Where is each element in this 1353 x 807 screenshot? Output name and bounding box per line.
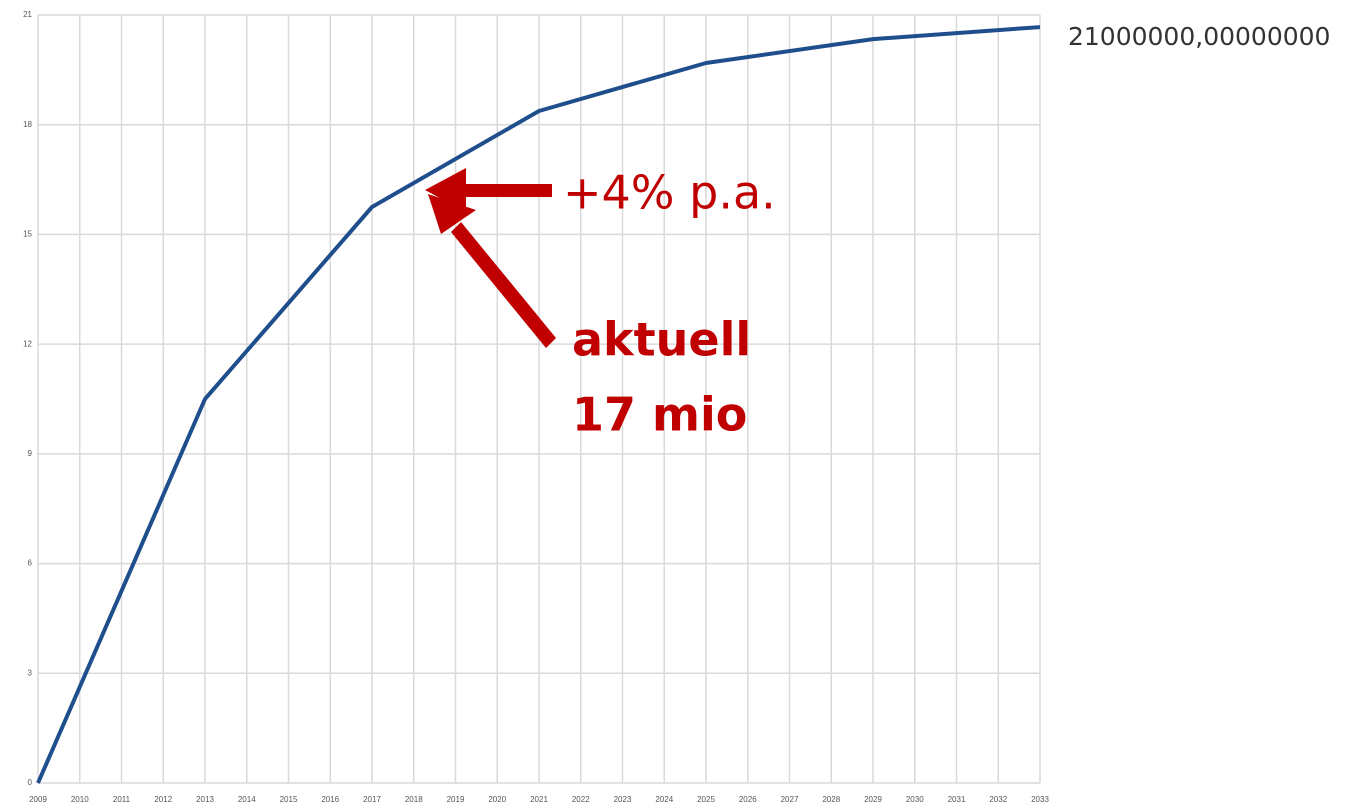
y-tick-label: 21 [23,10,32,19]
y-tick-label: 3 [28,668,33,677]
x-tick-label: 2020 [488,795,506,804]
x-tick-label: 2023 [614,795,632,804]
x-tick-label: 2011 [113,795,131,804]
x-tick-label: 2029 [864,795,882,804]
current-label: 17 mio [572,388,747,442]
arrows [425,168,556,348]
y-tick-label: 6 [28,559,33,568]
x-tick-label: 2021 [530,795,548,804]
x-tick-label: 2015 [280,795,298,804]
x-tick-label: 2031 [948,795,966,804]
x-tick-label: 2024 [655,795,673,804]
max-supply-label: 21000000,00000000 [1068,22,1330,51]
current-label: aktuell [572,313,751,367]
x-tick-label: 2013 [196,795,214,804]
x-tick-label: 2018 [405,795,423,804]
x-tick-label: 2025 [697,795,715,804]
x-tick-label: 2022 [572,795,590,804]
x-tick-label: 2030 [906,795,924,804]
arrow-head [428,194,476,234]
x-tick-label: 2026 [739,795,757,804]
x-tick-label: 2016 [321,795,339,804]
arrow-shaft [451,222,556,348]
y-tick-label: 15 [23,230,32,239]
y-tick-label: 18 [23,120,32,129]
supply-line [36,25,1041,784]
arrow-head [425,168,466,212]
x-tick-label: 2009 [29,795,47,804]
plot [36,25,1041,784]
y-tick-label: 9 [28,449,33,458]
growth-label: +4% p.a. [563,166,776,220]
x-tick-label: 2017 [363,795,381,804]
x-tick-label: 2010 [71,795,89,804]
grid: 0 3 6 9 12 15 18 21 2009 2010 2011 2012 2013 2014 2015… [23,10,1049,804]
x-tick-label: 2019 [447,795,465,804]
y-tick-label: 12 [23,339,32,348]
x-tick-label: 2014 [238,795,256,804]
arrow-shaft [462,184,552,197]
x-tick-label: 2028 [822,795,840,804]
x-tick-label: 2027 [781,795,799,804]
x-tick-label: 2033 [1031,795,1049,804]
x-tick-label: 2012 [154,795,172,804]
y-tick-label: 0 [28,778,33,787]
x-tick-label: 2032 [989,795,1007,804]
